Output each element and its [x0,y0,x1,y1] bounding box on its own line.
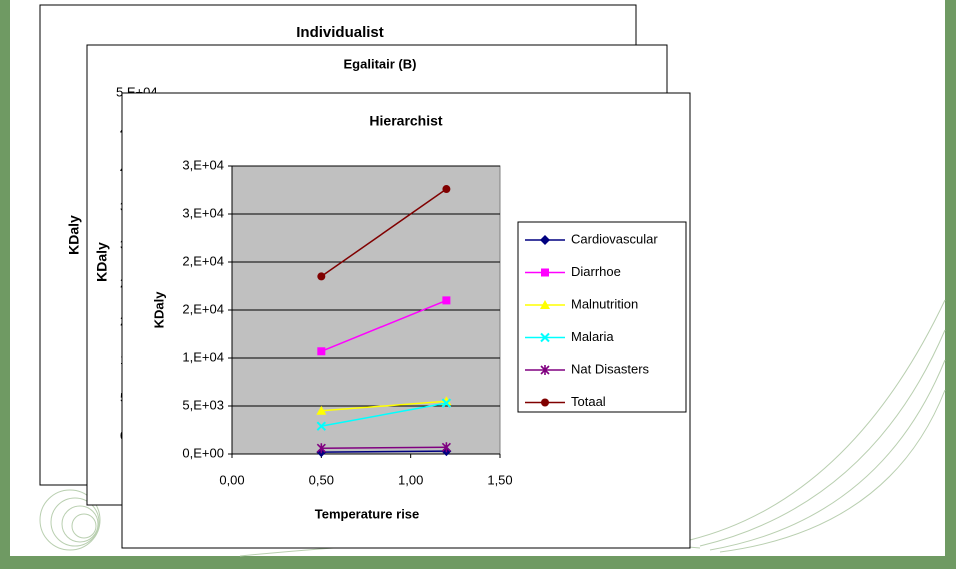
marker [442,185,451,194]
axis-label: KDaly [66,215,82,255]
marker [317,347,326,356]
x-tick-label: 0,50 [309,472,334,487]
marker [540,365,550,375]
legend-label: Cardiovascular [571,231,658,246]
x-tick-label: 0,00 [219,472,244,487]
y-axis-label: KDaly [151,291,166,329]
series-line [321,299,447,352]
marker [317,272,326,281]
legend-label: Totaal [571,394,606,409]
marker [541,398,549,407]
legend [517,221,687,413]
y-tick-label: 0,E+00 [182,445,224,460]
x-axis-label: Temperature rise [315,506,420,521]
series-line [321,400,447,412]
chart-title: Individualist [296,24,384,41]
legend-label: Nat Disasters [571,361,650,376]
y-tick-label: 2,E+04 [182,301,224,316]
axis-label: KDaly [94,242,110,282]
x-tick-label: 1,50 [487,472,512,487]
marker [540,300,550,309]
marker [540,332,550,343]
chart-title: Hierarchist [369,113,442,129]
marker [442,296,451,305]
y-tick-label: 2,E+04 [182,253,224,268]
y-tick-label: 3,E+04 [182,157,224,172]
legend-label: Diarrhoe [571,264,621,279]
series-line [320,188,447,278]
marker [441,442,451,453]
series-line [321,402,447,427]
marker [316,405,327,415]
marker [540,235,550,245]
marker [441,398,452,408]
y-tick-label: 1,E+04 [182,349,224,364]
x-tick-label: 1,00 [398,472,423,487]
series-line [321,450,447,453]
series-line [321,446,447,449]
y-tick-label: 5,E+03 [182,397,224,412]
legend-label: Malaria [571,329,614,344]
marker [316,421,327,431]
marker [316,443,326,454]
chart-title: Egalitair (B) [344,56,417,71]
legend-label: Malnutrition [571,296,638,311]
marker [541,268,549,277]
y-tick-label: 3,E+04 [182,205,224,220]
